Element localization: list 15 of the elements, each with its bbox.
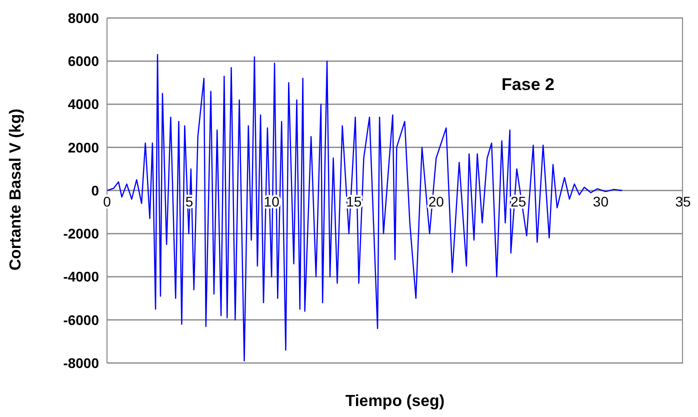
- y-tick-label: 2000: [68, 139, 100, 156]
- y-tick-label: 4000: [68, 96, 100, 112]
- x-tick-label: 35: [675, 194, 691, 210]
- y-tick-label: 8000: [68, 10, 100, 26]
- x-tick-label: 30: [592, 194, 609, 210]
- x-tick-label: 0: [103, 194, 112, 210]
- y-tick-label: -2000: [63, 226, 100, 242]
- annotation: Fase 2: [502, 75, 554, 95]
- y-tick-label: 0: [91, 182, 100, 198]
- y-tick-label: 6000: [68, 53, 100, 70]
- x-axis-title: Tiempo (seg): [345, 393, 445, 410]
- y-tick-label: -8000: [63, 354, 100, 371]
- y-tick-label: -4000: [63, 268, 100, 285]
- y-axis-title: Cortante Basal V (kg): [8, 108, 25, 270]
- y-tick-label: -6000: [63, 312, 100, 328]
